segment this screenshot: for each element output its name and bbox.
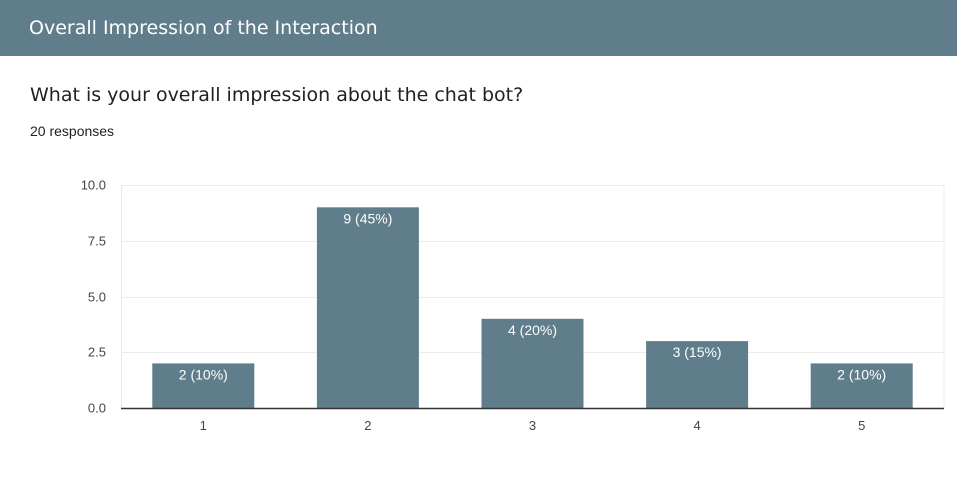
bar <box>810 363 913 408</box>
y-tick-label: 2.5 <box>88 345 106 360</box>
bar <box>316 207 419 408</box>
section-title: Overall Impression of the Interaction <box>29 17 378 39</box>
bar-data-label: 3 (15%) <box>673 344 722 360</box>
y-tick-label: 7.5 <box>88 234 106 249</box>
question-title: What is your overall impression about th… <box>30 84 524 106</box>
x-tick-label: 4 <box>693 418 700 433</box>
bar-data-label: 2 (10%) <box>837 366 886 382</box>
bar <box>646 341 749 408</box>
x-tick-label: 5 <box>858 418 865 433</box>
x-tick-label: 2 <box>364 418 371 433</box>
x-tick-label: 3 <box>529 418 536 433</box>
bar <box>481 318 584 408</box>
bar-data-label: 9 (45%) <box>343 210 392 226</box>
x-tick-label: 1 <box>200 418 207 433</box>
response-count: 20 responses <box>30 123 115 139</box>
y-tick-label: 10.0 <box>81 178 106 193</box>
bar-data-label: 4 (20%) <box>508 322 557 338</box>
y-tick-label: 0.0 <box>88 401 106 416</box>
bar-data-label: 2 (10%) <box>179 366 228 382</box>
bar <box>152 363 255 408</box>
section-header: Overall Impression of the Interaction <box>0 0 957 56</box>
y-tick-label: 5.0 <box>88 290 106 305</box>
